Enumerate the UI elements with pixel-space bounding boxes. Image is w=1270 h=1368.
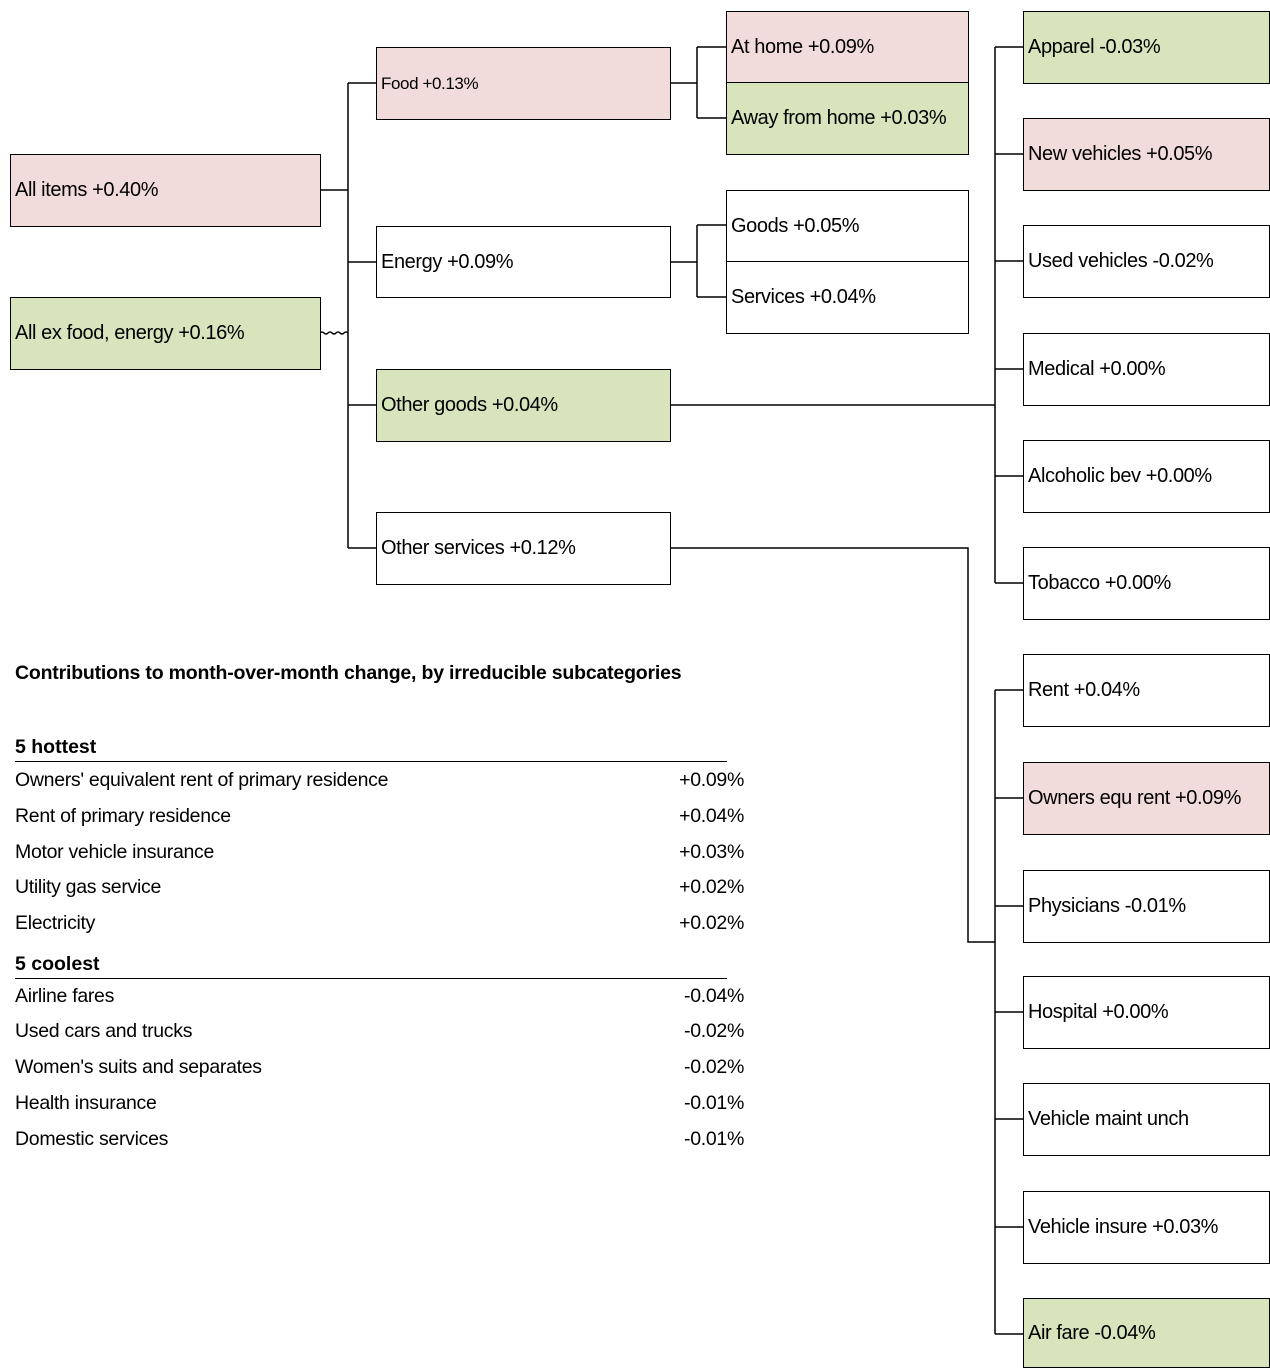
core-box: All ex food, energy +0.16% — [10, 297, 321, 370]
table-row: Rent of primary residence +0.04% — [15, 801, 760, 836]
services-item-air-fare: Air fare -0.04% — [1023, 1298, 1270, 1368]
table-row: Electricity +0.02% — [15, 908, 760, 943]
goods-item-label: Alcoholic bev +0.00% — [1028, 465, 1212, 487]
services-item-label: Vehicle maint unch — [1028, 1108, 1189, 1130]
table-row: Women's suits and separates -0.02% — [15, 1052, 760, 1087]
goods-item-medical: Medical +0.00% — [1023, 333, 1270, 406]
table-row: Owners' equivalent rent of primary resid… — [15, 765, 760, 800]
row-label: Women's suits and separates — [15, 1056, 262, 1078]
table-row: Used cars and trucks -0.02% — [15, 1016, 760, 1051]
goods-item-used-vehicles: Used vehicles -0.02% — [1023, 225, 1270, 298]
row-value: -0.01% — [684, 1092, 744, 1114]
table-row: Domestic services -0.01% — [15, 1124, 760, 1159]
row-label: Electricity — [15, 912, 96, 934]
row-value: -0.04% — [684, 985, 744, 1007]
all-items-box: All items +0.40% — [10, 154, 321, 227]
food-at-home-box: At home +0.09% — [726, 11, 969, 83]
goods-item-tobacco: Tobacco +0.00% — [1023, 547, 1270, 620]
goods-item-apparel: Apparel -0.03% — [1023, 11, 1270, 84]
food-away-box: Away from home +0.03% — [726, 82, 969, 155]
core-label: All ex food, energy +0.16% — [15, 322, 245, 344]
row-label: Owners' equivalent rent of primary resid… — [15, 769, 389, 791]
row-label: Airline fares — [15, 985, 115, 1007]
energy-box: Energy +0.09% — [376, 226, 671, 298]
services-item-physicians: Physicians -0.01% — [1023, 870, 1270, 943]
services-item-label: Air fare -0.04% — [1028, 1321, 1156, 1344]
services-item-label: Physicians -0.01% — [1028, 895, 1186, 917]
all-items-label: All items +0.40% — [15, 179, 159, 201]
row-value: +0.03% — [679, 841, 744, 863]
goods-item-label: Used vehicles -0.02% — [1028, 250, 1214, 272]
row-value: +0.02% — [679, 912, 744, 934]
services-item-label: Owners equ rent +0.09% — [1028, 787, 1241, 809]
services-item-hospital: Hospital +0.00% — [1023, 976, 1270, 1049]
row-value: +0.04% — [679, 805, 744, 827]
energy-label: Energy +0.09% — [381, 250, 514, 273]
table-row: Utility gas service +0.02% — [15, 872, 760, 907]
goods-item-label: Tobacco +0.00% — [1028, 572, 1171, 594]
services-item-owners-equ-rent: Owners equ rent +0.09% — [1023, 762, 1270, 835]
goods-item-alcoholic-bev: Alcoholic bev +0.00% — [1023, 440, 1270, 513]
other-goods-label: Other goods +0.04% — [381, 394, 558, 416]
services-item-vehicle-maint: Vehicle maint unch — [1023, 1083, 1270, 1156]
food-away-label: Away from home +0.03% — [731, 107, 947, 129]
food-label: Food +0.13% — [381, 73, 479, 93]
row-value: +0.09% — [679, 769, 744, 791]
services-item-label: Rent +0.04% — [1028, 679, 1140, 701]
coolest-header: 5 coolest — [15, 952, 727, 979]
row-label: Rent of primary residence — [15, 805, 231, 827]
table-row: Motor vehicle insurance +0.03% — [15, 837, 760, 872]
row-value: -0.01% — [684, 1128, 744, 1150]
services-item-vehicle-insure: Vehicle insure +0.03% — [1023, 1191, 1270, 1264]
row-label: Utility gas service — [15, 876, 162, 898]
food-box: Food +0.13% — [376, 47, 671, 120]
services-item-rent: Rent +0.04% — [1023, 654, 1270, 727]
row-label: Motor vehicle insurance — [15, 841, 215, 863]
other-services-label: Other services +0.12% — [381, 537, 576, 559]
hottest-header: 5 hottest — [15, 735, 727, 762]
row-label: Health insurance — [15, 1092, 157, 1114]
row-label: Domestic services — [15, 1128, 169, 1150]
row-label: Used cars and trucks — [15, 1020, 193, 1042]
services-item-label: Vehicle insure +0.03% — [1028, 1216, 1219, 1238]
row-value: +0.02% — [679, 876, 744, 898]
row-value: -0.02% — [684, 1020, 744, 1042]
row-value: -0.02% — [684, 1056, 744, 1078]
goods-item-new-vehicles: New vehicles +0.05% — [1023, 118, 1270, 191]
goods-item-label: Apparel -0.03% — [1028, 36, 1161, 58]
goods-item-label: Medical +0.00% — [1028, 358, 1166, 380]
energy-goods-box: Goods +0.05% — [726, 190, 969, 262]
energy-goods-label: Goods +0.05% — [731, 214, 860, 237]
energy-services-label: Services +0.04% — [731, 286, 876, 308]
services-item-label: Hospital +0.00% — [1028, 1001, 1169, 1023]
energy-services-box: Services +0.04% — [726, 261, 969, 334]
table-row: Health insurance -0.01% — [15, 1088, 760, 1123]
other-goods-box: Other goods +0.04% — [376, 369, 671, 442]
other-services-box: Other services +0.12% — [376, 512, 671, 585]
goods-item-label: New vehicles +0.05% — [1028, 143, 1213, 165]
table-row: Airline fares -0.04% — [15, 981, 760, 1016]
food-at-home-label: At home +0.09% — [731, 35, 874, 58]
contributions-title: Contributions to month-over-month change… — [15, 662, 682, 684]
